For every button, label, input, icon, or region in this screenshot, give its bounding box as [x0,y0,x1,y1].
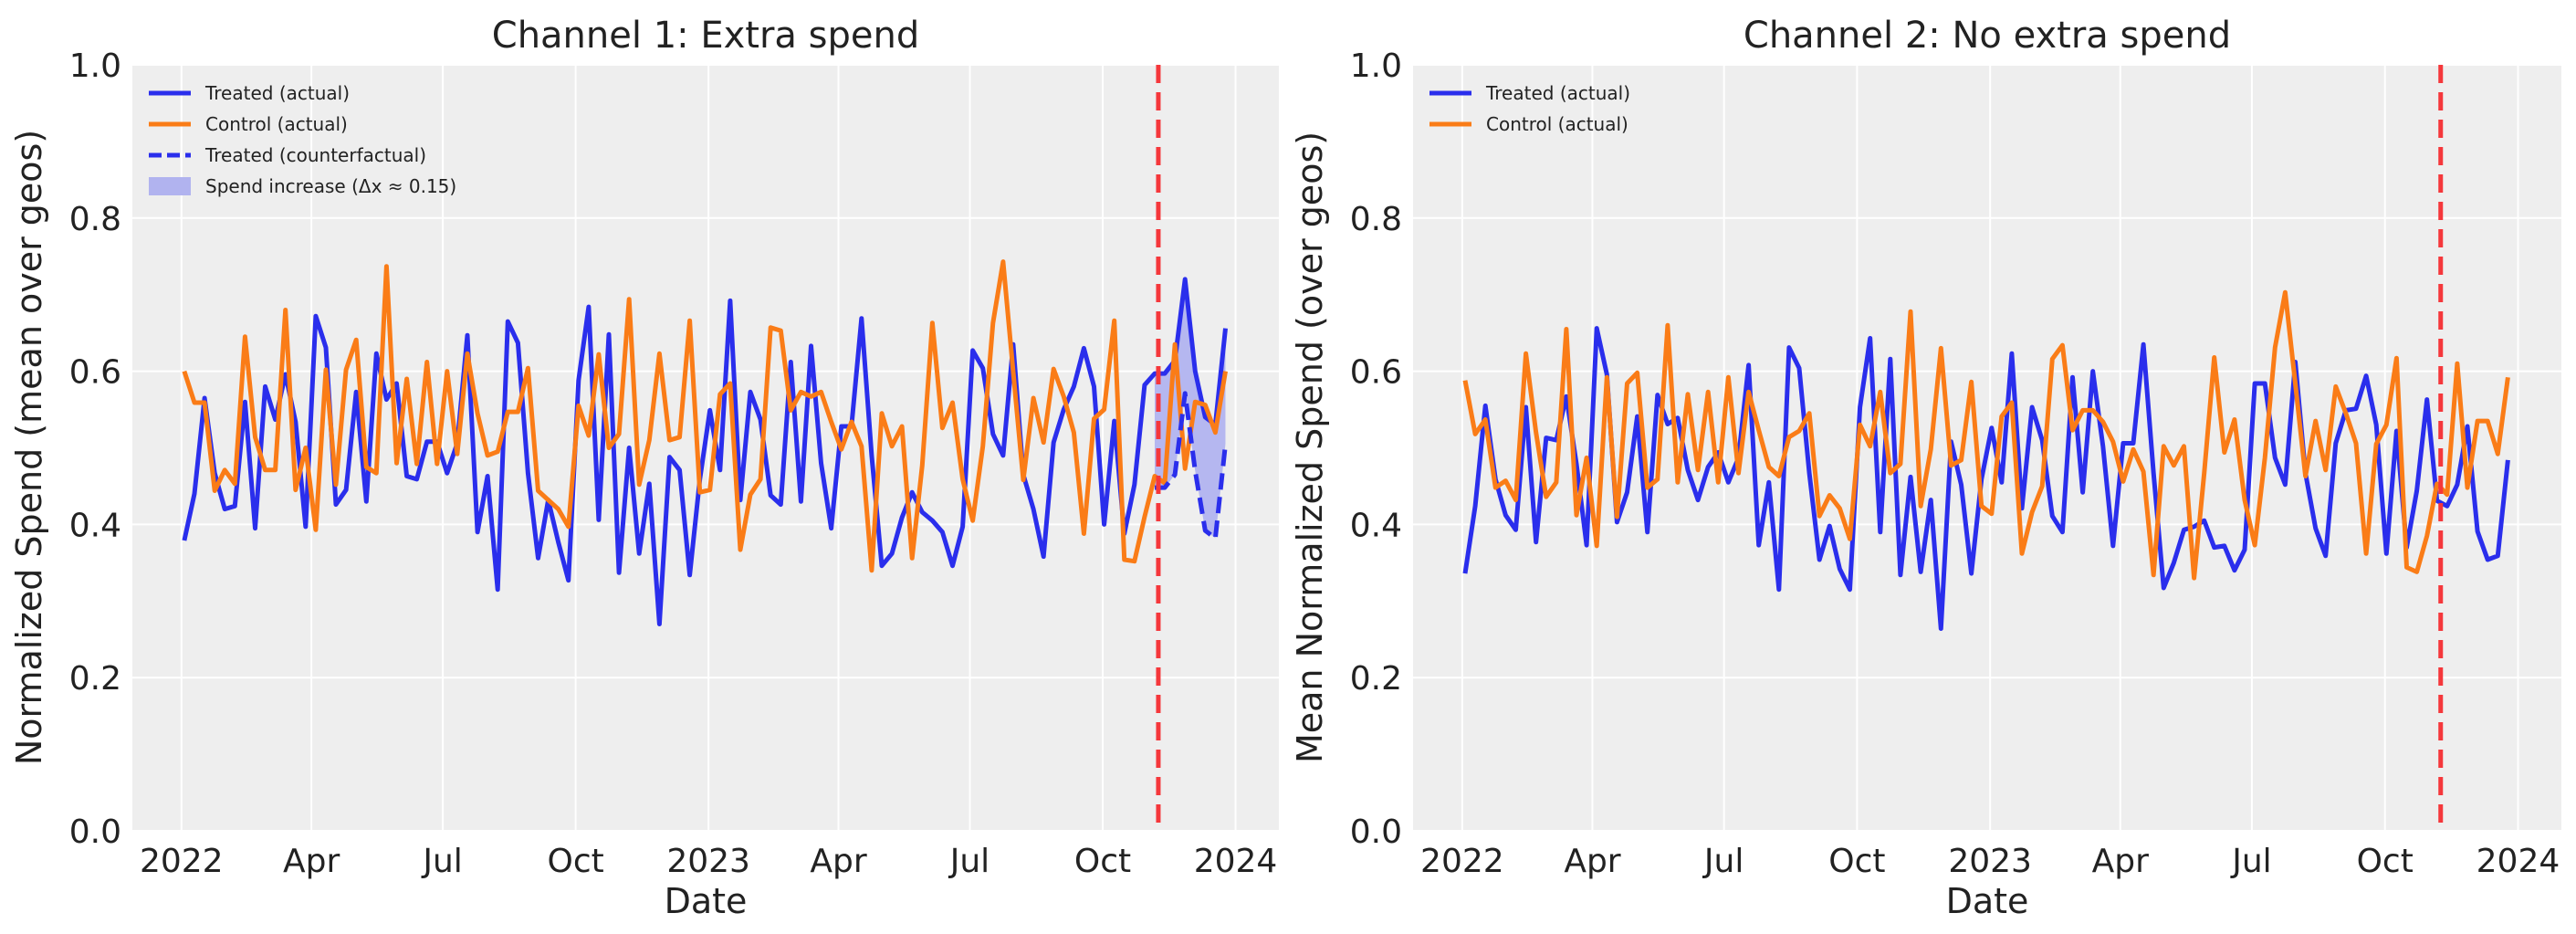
x-tick-label: Apr [810,843,866,880]
series-line-control-actual [1462,289,2510,581]
legend-label: Control (actual) [1486,113,1628,135]
y-tick-label: 0.6 [69,354,121,392]
y-tick-label: 0.6 [1350,354,1402,392]
x-tick-label: Oct [2357,843,2414,880]
chart-title: Channel 1: Extra spend [492,15,919,57]
plot-area [132,64,1279,832]
channel-2-chart: Channel 2: No extra spend Date Mean Norm… [1290,15,2561,921]
y-axis-label: Normalized Spend (mean over geos) [9,130,49,765]
legend-label: Treated (actual) [1485,82,1630,104]
series-line-treated-actual [182,277,1228,626]
legend-label: Treated (actual) [204,82,350,104]
y-tick-label: 1.0 [1350,47,1402,85]
y-tick-label: 0.2 [1350,660,1402,698]
x-tick-label: 2022 [1420,843,1504,880]
x-tick-label: Oct [1074,843,1131,880]
x-axis-label: Date [1946,881,2029,921]
y-tick-label: 0.4 [69,507,121,544]
series-line-treated-actual [1462,326,2510,631]
x-tick-label: 2022 [140,843,224,880]
x-tick-label: Oct [1828,843,1885,880]
legend-swatch [149,177,191,195]
x-tick-label: Jul [948,843,990,880]
x-tick-label: 2023 [1948,843,2032,880]
x-tick-label: Apr [2092,843,2149,880]
x-tick-label: Jul [421,843,462,880]
legend: Treated (actual) Control (actual) [1429,82,1630,135]
x-axis-label: Date [665,881,748,921]
y-tick-label: 1.0 [69,47,121,85]
y-tick-label: 0.0 [69,813,121,851]
series-line-control-actual [182,259,1228,573]
x-tick-label: Jul [2230,843,2271,880]
series-line-treated-counterfactual [1155,391,1228,540]
legend: Treated (actual) Control (actual) Treated … [149,82,456,197]
y-axis-label: Mean Normalized Spend (over geos) [1290,131,1330,763]
y-tick-label: 0.8 [1350,201,1402,238]
x-tick-label: Apr [1564,843,1620,880]
x-tick-label: Oct [548,843,604,880]
x-tick-label: 2024 [2477,843,2560,880]
x-tick-label: Jul [1702,843,1744,880]
legend-label: Treated (counterfactual) [204,144,426,166]
channel-1-chart: Channel 1: Extra spend Date Normalized S… [9,15,1279,921]
plot-area [1413,64,2561,832]
spend-increase-fill [1154,278,1226,539]
legend-label: Control (actual) [205,113,348,135]
x-tick-label: Apr [283,843,340,880]
chart-title: Channel 2: No extra spend [1744,15,2231,57]
y-tick-label: 0.4 [1350,507,1402,544]
legend-label: Spend increase (Δx ≈ 0.15) [205,175,456,197]
y-tick-label: 0.2 [69,660,121,698]
x-tick-label: 2023 [666,843,750,880]
y-tick-label: 0.0 [1350,813,1402,851]
x-tick-label: 2024 [1194,843,1278,880]
y-tick-label: 0.8 [69,201,121,238]
